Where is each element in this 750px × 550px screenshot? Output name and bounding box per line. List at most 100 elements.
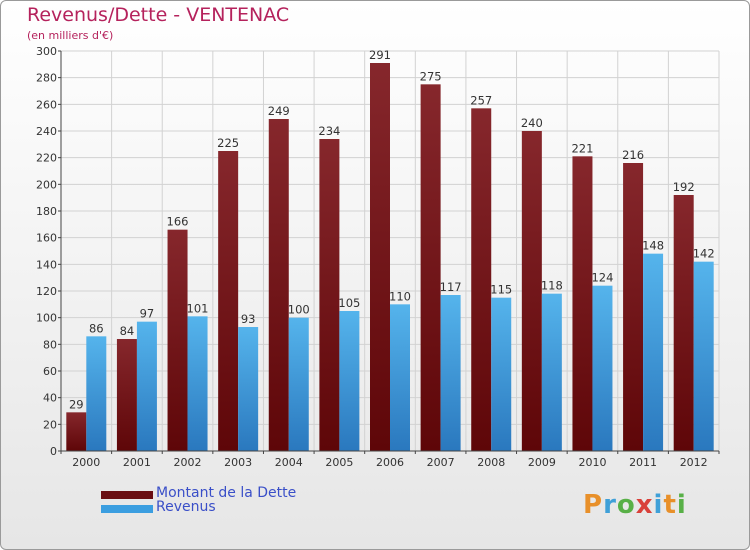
legend-label-debt: Montant de la Dette <box>156 485 297 501</box>
bar-revenus-2000 <box>86 336 107 451</box>
y-tick-label: 260 <box>36 98 57 111</box>
value-label-revenus-2007: 117 <box>440 280 462 294</box>
x-tick-label: 2011 <box>629 456 657 469</box>
x-tick-label: 2004 <box>275 456 303 469</box>
bar-debt-2000 <box>66 412 87 451</box>
x-tick-label: 2012 <box>680 456 708 469</box>
value-label-revenus-2002: 101 <box>187 301 209 315</box>
value-label-revenus-2006: 110 <box>389 289 411 303</box>
logo-letter: r <box>603 490 617 520</box>
value-label-debt-2010: 221 <box>571 141 593 155</box>
value-label-revenus-2005: 105 <box>338 296 360 310</box>
y-tick-label: 100 <box>36 312 57 325</box>
logo-letter: t <box>663 490 677 520</box>
value-label-debt-2005: 234 <box>318 124 340 138</box>
logo-letter: P <box>583 490 604 520</box>
logo-letter: x <box>635 490 654 520</box>
y-tick-label: 220 <box>36 152 57 165</box>
value-label-debt-2001: 84 <box>120 324 135 338</box>
y-tick-label: 120 <box>36 285 57 298</box>
x-tick-label: 2009 <box>528 456 556 469</box>
bar-debt-2011 <box>623 163 644 451</box>
x-tick-label: 2001 <box>123 456 151 469</box>
bars <box>66 63 714 452</box>
bar-revenus-2007 <box>440 295 461 451</box>
bar-revenus-2011 <box>643 253 664 451</box>
bar-debt-2008 <box>471 108 492 451</box>
y-tick-label: 0 <box>50 445 57 458</box>
x-tick-label: 2008 <box>477 456 505 469</box>
value-label-revenus-2003: 93 <box>241 312 256 326</box>
bar-debt-2001 <box>116 339 137 451</box>
bar-revenus-2006 <box>390 304 410 451</box>
bar-debt-2006 <box>370 63 390 451</box>
bar-debt-2003 <box>218 151 239 451</box>
value-label-debt-2009: 240 <box>521 116 543 130</box>
y-tick-label: 280 <box>36 72 57 85</box>
bar-revenus-2012 <box>693 261 714 451</box>
bar-revenus-2008 <box>491 297 512 451</box>
x-tick-label: 2010 <box>578 456 606 469</box>
chart-title: Revenus/Dette - VENTENAC <box>27 4 290 26</box>
bar-revenus-2009 <box>541 293 562 451</box>
value-label-revenus-2000: 86 <box>89 321 104 335</box>
logo-letter: i <box>676 490 687 520</box>
chart-subtitle: (en milliers d'€) <box>27 29 114 42</box>
legend-swatch-debt <box>101 491 153 499</box>
y-tick-label: 140 <box>36 258 57 271</box>
value-label-revenus-2004: 100 <box>288 303 310 317</box>
x-tick-label: 2007 <box>427 456 455 469</box>
proxiti-logo: Proxiti <box>583 490 687 520</box>
value-label-debt-2000: 29 <box>69 397 84 411</box>
bar-debt-2002 <box>167 229 188 451</box>
y-tick-label: 180 <box>36 205 57 218</box>
y-tick-label: 160 <box>36 232 57 245</box>
value-label-revenus-2008: 115 <box>490 283 512 297</box>
value-label-debt-2008: 257 <box>470 93 492 107</box>
value-label-revenus-2012: 142 <box>693 247 715 261</box>
value-label-debt-2011: 216 <box>622 148 644 162</box>
x-tick-label: 2003 <box>224 456 252 469</box>
y-tick-label: 80 <box>43 338 57 351</box>
legend-label-revenus: Revenus <box>156 499 216 515</box>
value-label-revenus-2009: 118 <box>541 279 563 293</box>
bar-revenus-2004 <box>288 317 309 451</box>
value-label-debt-2007: 275 <box>420 69 442 83</box>
bar-revenus-2002 <box>187 316 208 451</box>
bar-revenus-2003 <box>238 327 259 451</box>
y-tick-label: 300 <box>36 45 57 58</box>
value-label-debt-2012: 192 <box>673 180 695 194</box>
x-tick-label: 2006 <box>376 456 404 469</box>
value-label-debt-2004: 249 <box>268 104 290 118</box>
bar-debt-2009 <box>521 131 542 451</box>
bar-debt-2007 <box>420 84 441 451</box>
logo-letter: o <box>616 490 636 520</box>
x-tick-label: 2005 <box>325 456 353 469</box>
value-label-revenus-2001: 97 <box>140 307 155 321</box>
logo-letter: i <box>653 490 664 520</box>
y-tick-label: 60 <box>43 365 57 378</box>
x-tick-label: 2002 <box>174 456 202 469</box>
bar-debt-2004 <box>268 119 289 451</box>
y-tick-label: 240 <box>36 125 57 138</box>
value-labels: 29 86 84 97 166 101 225 93 249 100 234 105 291 110 275… <box>69 48 715 411</box>
bar-revenus-2010 <box>592 285 613 451</box>
value-label-revenus-2010: 124 <box>591 271 613 285</box>
bar-revenus-2001 <box>136 321 157 451</box>
y-tick-label: 200 <box>36 178 57 191</box>
bar-debt-2005 <box>319 139 340 451</box>
value-label-debt-2002: 166 <box>167 215 189 229</box>
value-label-revenus-2011: 148 <box>642 239 664 253</box>
y-tick-label: 40 <box>43 392 57 405</box>
bar-debt-2010 <box>572 156 593 452</box>
x-tick-label: 2000 <box>72 456 100 469</box>
value-label-debt-2006: 291 <box>369 48 391 62</box>
value-label-debt-2003: 225 <box>217 136 239 150</box>
bar-revenus-2005 <box>339 311 360 451</box>
legend-swatch-revenus <box>101 505 153 513</box>
y-tick-label: 20 <box>43 418 57 431</box>
axes: 0 20 40 60 80 100 120 140 160 180 200 220 240 260 280 3… <box>36 45 720 469</box>
bar-debt-2012 <box>673 195 694 451</box>
